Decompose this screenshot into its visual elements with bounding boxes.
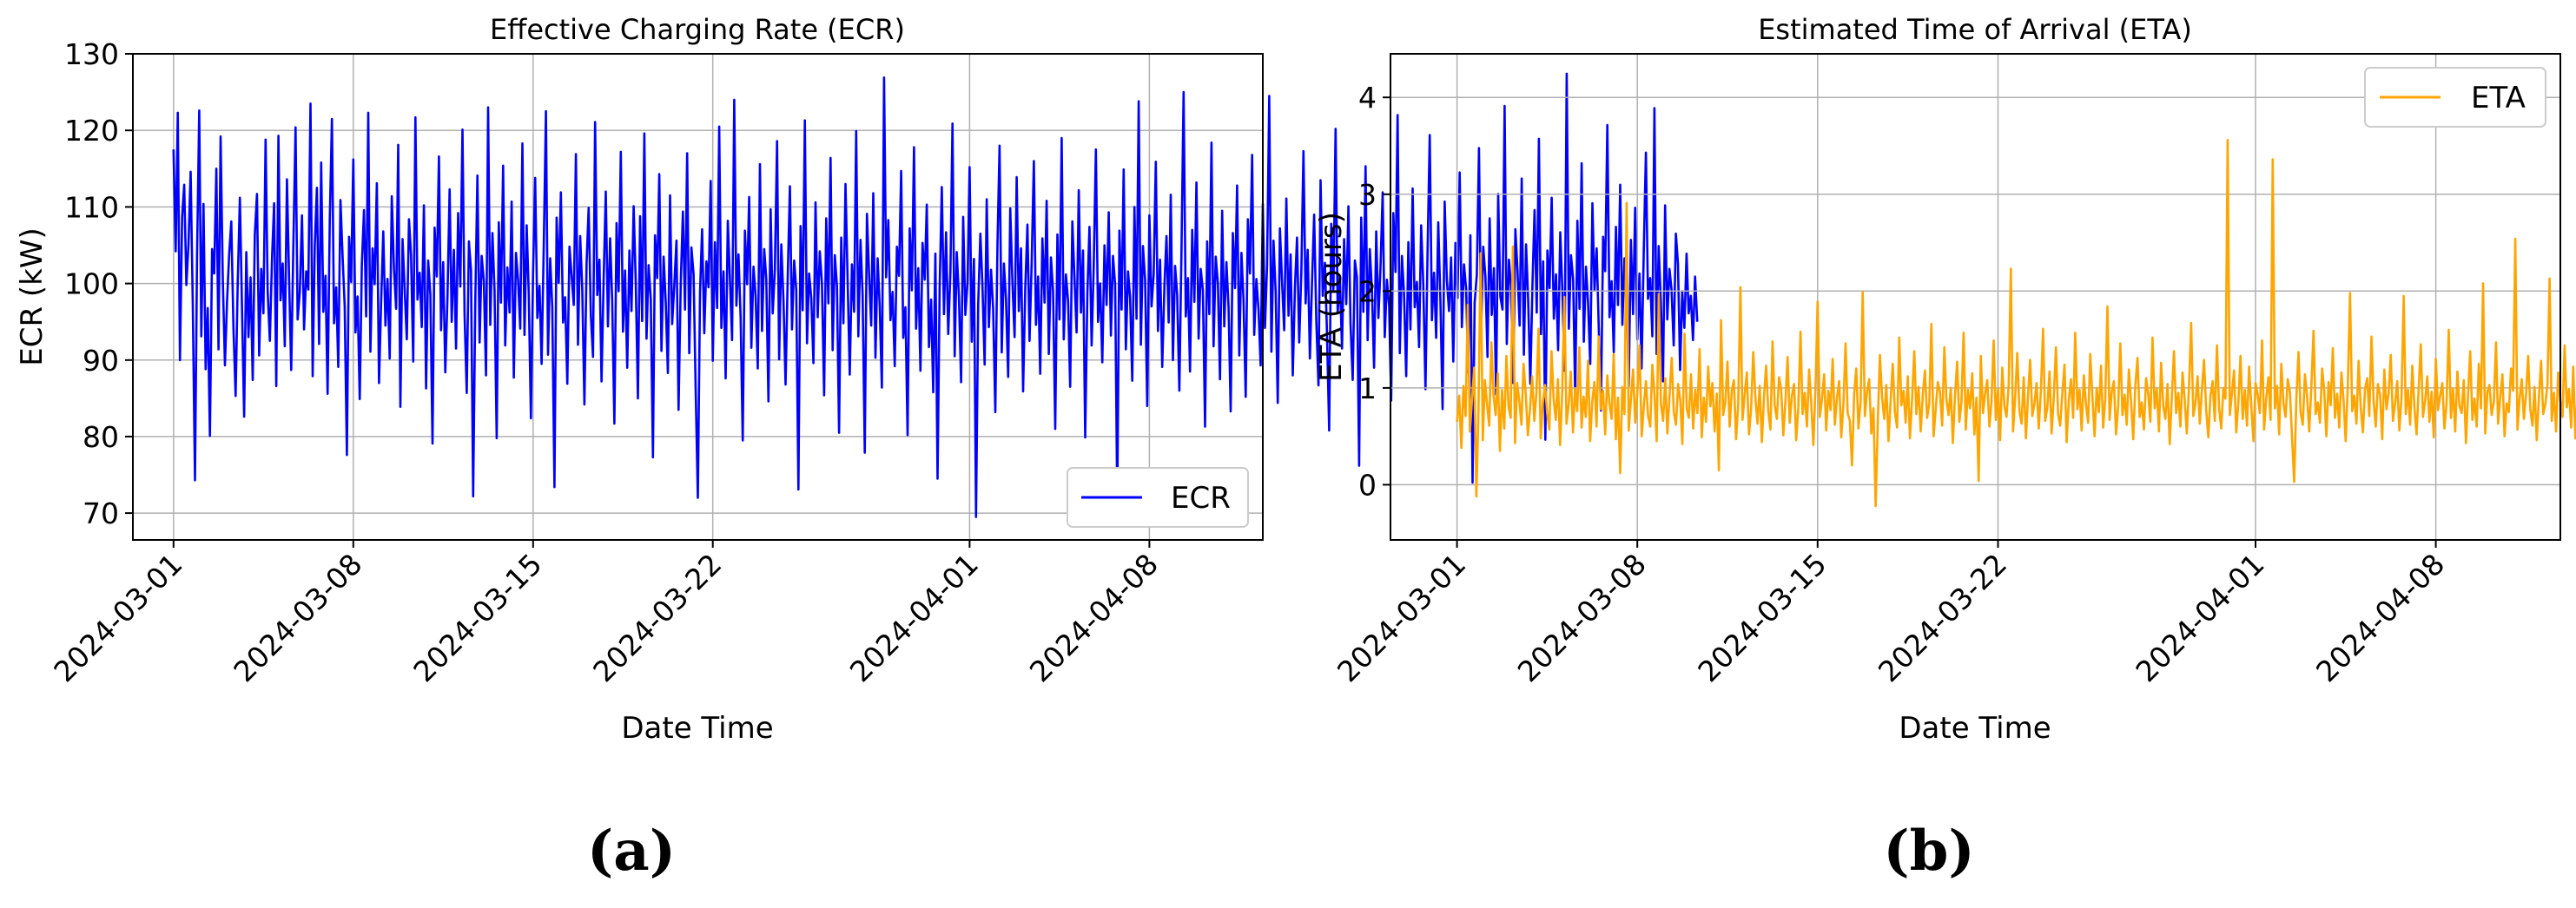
eta-y-ticks: 0 1 2 3 4 [1358,81,1390,502]
ecr-x-tick-label: 2024-03-22 [586,547,728,688]
eta-y-tick-label: 4 [1358,81,1377,115]
eta-x-axis-label: Date Time [1899,711,2051,746]
eta-x-tick-label: 2024-03-15 [1691,547,1833,688]
eta-y-tick-label: 3 [1358,178,1377,212]
ecr-y-tick-label: 120 [64,114,119,148]
eta-series-line [1456,139,2576,508]
ecr-y-tick-label: 100 [64,267,119,301]
panel-label-a: (a) [587,819,676,884]
ecr-legend-box [1067,467,1249,528]
ecr-y-tick-label: 70 [83,497,119,530]
ecr-y-tick-label: 80 [83,420,119,454]
ecr-x-tick-label: 2024-04-08 [1023,547,1165,688]
ecr-x-tick-label: 2024-03-15 [406,547,548,688]
ecr-x-tick-label: 2024-03-01 [47,547,188,688]
ecr-y-tick-label: 110 [64,190,119,224]
eta-y-axis-label: ETA (hours) [1314,212,1349,382]
ecr-legend: ECR [1067,467,1249,528]
panel-label-b: (b) [1883,819,1974,884]
eta-x-tick-label: 2024-04-01 [2129,547,2270,688]
eta-legend-box [2364,67,2546,128]
eta-x-tick-label: 2024-03-08 [1511,547,1653,688]
eta-x-tick-label: 2024-03-22 [1872,547,2013,688]
eta-chart-title: Estimated Time of Arrival (ETA) [1758,13,2192,46]
ecr-chart-title: Effective Charging Rate (ECR) [490,13,905,46]
eta-x-ticks: 2024-03-01 2024-03-08 2024-03-15 2024-03-22… [1331,540,2451,688]
ecr-y-axis-label: ECR (kW) [15,227,50,366]
ecr-series-line [172,72,1699,518]
eta-plot-frame [1390,53,2561,541]
eta-y-tick-label: 1 [1358,372,1377,405]
eta-gridlines [1390,54,2560,540]
eta-y-tick-label: 0 [1358,468,1377,502]
ecr-x-tick-label: 2024-03-08 [227,547,368,688]
ecr-x-axis-label: Date Time [621,711,773,746]
eta-x-tick-label: 2024-03-01 [1331,547,1472,688]
ecr-series-group [172,72,1699,518]
eta-series-group [1456,139,2576,508]
ecr-x-tick-label: 2024-04-01 [843,547,985,688]
ecr-x-ticks: 2024-03-01 2024-03-08 2024-03-15 2024-03-22… [47,540,1165,688]
eta-legend-label: ETA [2471,81,2526,115]
ecr-legend-label: ECR [1171,481,1231,516]
eta-legend: ETA [2364,67,2546,128]
ecr-plot-frame [132,53,1264,541]
ecr-y-tick-label: 130 [64,37,119,71]
eta-x-tick-label: 2024-04-08 [2309,547,2451,688]
ecr-y-ticks: 70 80 90 100 110 120 130 [64,37,133,530]
ecr-y-tick-label: 90 [83,344,119,378]
eta-y-tick-label: 2 [1358,274,1377,308]
